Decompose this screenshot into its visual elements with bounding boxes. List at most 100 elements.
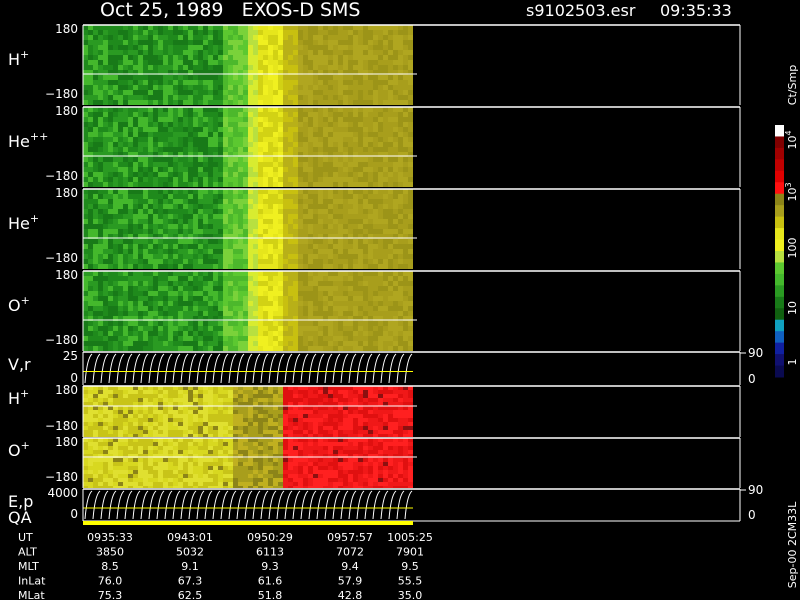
spectrogram-cell <box>113 204 118 209</box>
spectrogram-cell <box>173 331 178 336</box>
spectrogram-cell <box>233 75 238 80</box>
spectrogram-cell <box>243 422 248 426</box>
spectrogram-cell <box>308 157 313 162</box>
spectrogram-cell <box>223 162 228 167</box>
spectrogram-cell <box>313 60 318 65</box>
spectrogram-cell <box>303 75 308 80</box>
spectrogram-cell <box>238 398 243 402</box>
spectrogram-cell <box>378 167 383 172</box>
spectrogram-cell <box>173 204 178 209</box>
spectrogram-cell <box>138 406 143 410</box>
spectrogram-cell <box>153 306 158 311</box>
spectrogram-cell <box>378 296 383 301</box>
spectrogram-cell <box>128 30 133 35</box>
spectrogram-cell <box>188 214 193 219</box>
spectrogram-cell <box>368 182 373 187</box>
spectrogram-cell <box>228 301 233 306</box>
spectrogram-cell <box>158 426 163 430</box>
spectrogram-cell <box>188 127 193 132</box>
spectrogram-cell <box>288 426 293 430</box>
spectrogram-cell <box>243 291 248 296</box>
spectrogram-cell <box>398 189 403 194</box>
spectrogram-cell <box>358 281 363 286</box>
spectrogram-cell <box>193 199 198 204</box>
spectrogram-cell <box>123 107 128 112</box>
spectrogram-cell <box>108 286 113 291</box>
spectrogram-cell <box>223 286 228 291</box>
spectrogram-cell <box>303 316 308 321</box>
spectrogram-cell <box>128 321 133 326</box>
spectrogram-cell <box>118 30 123 35</box>
spectrogram-cell <box>258 296 263 301</box>
spectrogram-cell <box>178 142 183 147</box>
spectrogram-cell <box>233 306 238 311</box>
spectrogram-cell <box>158 341 163 346</box>
spectrogram-cell <box>183 95 188 100</box>
spectrogram-cell <box>283 30 288 35</box>
spectrogram-cell <box>393 301 398 306</box>
spectrogram-cell <box>248 65 253 70</box>
spectrogram-cell <box>173 410 178 414</box>
spectrogram-cell <box>238 107 243 112</box>
spectrogram-cell <box>258 271 263 276</box>
spectrogram-cell <box>283 418 288 422</box>
spectrogram-cell <box>233 331 238 336</box>
spectrogram-cell <box>178 65 183 70</box>
spectrogram-cell <box>408 316 413 321</box>
spectrogram-cell <box>393 112 398 117</box>
spectrogram-cell <box>338 182 343 187</box>
spectrogram-cell <box>223 229 228 234</box>
spectrogram-cell <box>223 132 228 137</box>
spectrogram-cell <box>218 276 223 281</box>
spectrogram-cell <box>163 418 168 422</box>
spectrogram-cell <box>278 100 283 105</box>
spectrogram-cell <box>153 100 158 105</box>
spectrogram-cell <box>198 80 203 85</box>
spectrogram-cell <box>93 65 98 70</box>
spectrogram-cell <box>208 331 213 336</box>
spectrogram-cell <box>143 254 148 259</box>
spectrogram-cell <box>378 70 383 75</box>
spectrogram-cell <box>88 311 93 316</box>
spectrogram-cell <box>388 296 393 301</box>
spectrogram-cell <box>408 127 413 132</box>
spectrogram-cell <box>323 25 328 30</box>
spectrogram-cell <box>138 410 143 414</box>
spectrogram-cell <box>208 100 213 105</box>
spectrogram-cell <box>83 40 88 45</box>
spectrogram-cell <box>273 65 278 70</box>
spectrogram-cell <box>203 286 208 291</box>
spectrogram-cell <box>283 306 288 311</box>
spectrogram-cell <box>303 55 308 60</box>
spectrogram-cell <box>118 341 123 346</box>
spectrogram-cell <box>193 336 198 341</box>
spectrogram-cell <box>133 321 138 326</box>
spectrogram-cell <box>408 162 413 167</box>
spectrogram-cell <box>273 306 278 311</box>
spectrogram-cell <box>353 30 358 35</box>
spectrogram-cell <box>173 316 178 321</box>
spectrogram-cell <box>198 167 203 172</box>
spectrogram-cell <box>268 107 273 112</box>
spectrogram-cell <box>83 390 88 394</box>
spectrogram-cell <box>133 346 138 351</box>
trace-curve <box>124 353 133 384</box>
spectrogram-cell <box>363 249 368 254</box>
spectrogram-cell <box>308 95 313 100</box>
spectrogram-cell <box>183 162 188 167</box>
spectrogram-cell <box>358 286 363 291</box>
spectrogram-cell <box>393 45 398 50</box>
spectrogram-cell <box>148 249 153 254</box>
spectrogram-cell <box>128 422 133 426</box>
spectrogram-cell <box>258 414 263 418</box>
spectrogram-cell <box>378 254 383 259</box>
spectrogram-cell <box>323 167 328 172</box>
spectrogram-cell <box>313 132 318 137</box>
spectrogram-cell <box>93 80 98 85</box>
spectrogram-cell <box>88 162 93 167</box>
spectrogram-cell <box>273 25 278 30</box>
spectrogram-cell <box>278 172 283 177</box>
spectrogram-cell <box>233 60 238 65</box>
spectrogram-cell <box>328 40 333 45</box>
spectrogram-cell <box>373 326 378 331</box>
